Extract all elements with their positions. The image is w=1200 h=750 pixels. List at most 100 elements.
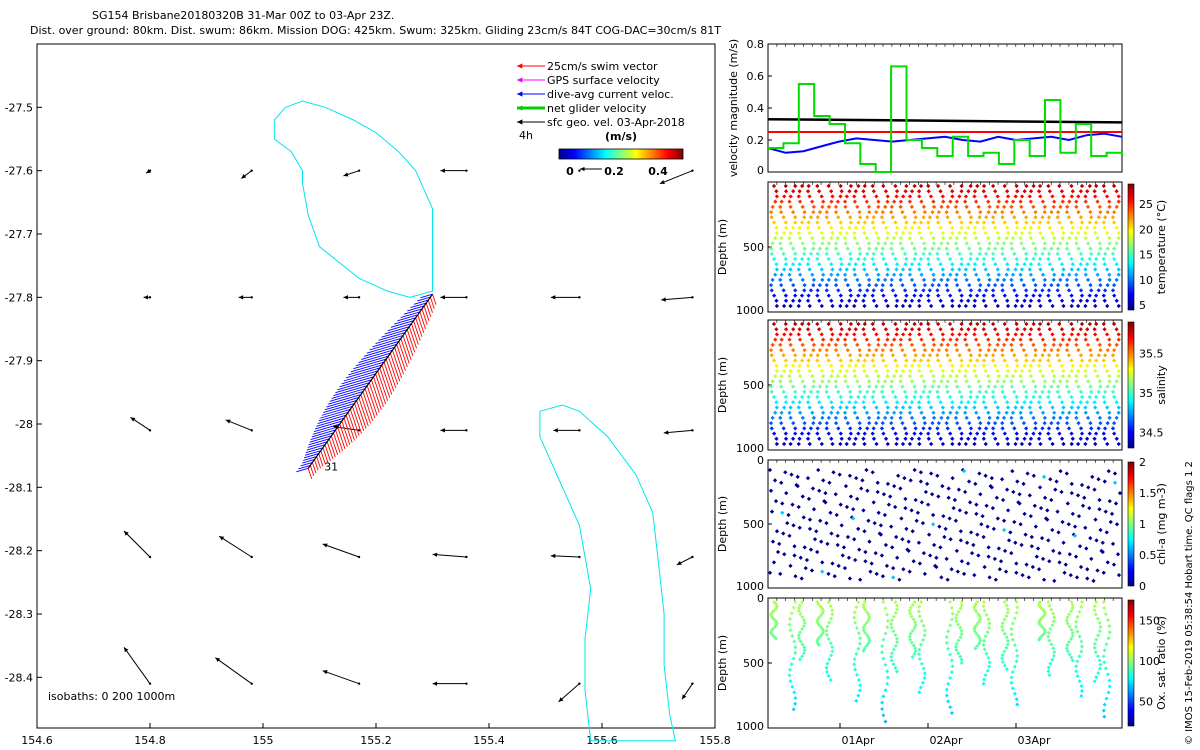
- scatter-point: [1057, 220, 1062, 225]
- scatter-point: [876, 374, 881, 379]
- scatter-point: [861, 625, 866, 630]
- scatter-point: [1107, 342, 1112, 347]
- scatter-point: [987, 204, 992, 209]
- scatter-point: [912, 347, 917, 353]
- geo-vector-arrow: [659, 170, 693, 185]
- scatter-point: [1097, 277, 1103, 283]
- scatter-point: [1112, 293, 1117, 298]
- scatter-point: [774, 298, 779, 303]
- scatter-point: [1000, 628, 1005, 633]
- scatter-point: [954, 612, 959, 617]
- scatter-point: [861, 602, 866, 607]
- scatter-point: [833, 209, 839, 215]
- scatter-point: [807, 441, 812, 447]
- scatter-point: [861, 605, 866, 610]
- scatter-point: [1107, 199, 1112, 204]
- scatter-point: [917, 230, 922, 236]
- scatter-point: [893, 394, 898, 400]
- scatter-point: [1101, 358, 1106, 363]
- panel-colorbar-tick: 34.5: [1139, 426, 1164, 439]
- scatter-point: [1093, 405, 1098, 410]
- scatter-point: [947, 321, 953, 327]
- scatter-point: [985, 630, 990, 635]
- scatter-point: [977, 389, 982, 394]
- scatter-point: [793, 321, 798, 327]
- scatter-point: [889, 625, 894, 630]
- scatter-point: [779, 410, 784, 415]
- scatter-point: [873, 551, 878, 556]
- scatter-point: [871, 215, 876, 220]
- scatter-point: [1055, 353, 1060, 358]
- scatter-point: [1040, 215, 1045, 220]
- scatter-point: [843, 241, 848, 246]
- scatter-point: [945, 204, 951, 209]
- scatter-point: [950, 611, 955, 616]
- scatter-point: [909, 400, 915, 405]
- scatter-point: [1022, 363, 1027, 368]
- geo-vector-arrow-head: [682, 694, 687, 700]
- scatter-point: [853, 327, 858, 332]
- scatter-point: [866, 204, 872, 209]
- geo-vector-arrow-head: [432, 681, 438, 686]
- scatter-point: [839, 436, 844, 441]
- scatter-point: [861, 363, 866, 368]
- scatter-point: [956, 638, 961, 643]
- scatter-point: [1019, 342, 1024, 347]
- swim-vector: [429, 296, 435, 309]
- scatter-point: [783, 431, 788, 436]
- swim-vector: [419, 311, 426, 329]
- scatter-point: [981, 400, 986, 405]
- scatter-point: [890, 426, 896, 431]
- scatter-point: [815, 617, 820, 622]
- scatter-point: [867, 283, 872, 288]
- scatter-point: [968, 256, 973, 262]
- scatter-point: [912, 246, 917, 251]
- scatter-point: [861, 400, 866, 405]
- scatter-point: [802, 648, 807, 653]
- scatter-point: [973, 199, 979, 204]
- scatter-point: [1048, 626, 1053, 631]
- scatter-point: [926, 436, 931, 441]
- scatter-point: [1096, 251, 1101, 256]
- scatter-point: [900, 283, 905, 288]
- scatter-point: [881, 394, 886, 400]
- scatter-point: [817, 246, 823, 251]
- scatter-point: [913, 646, 918, 651]
- scatter-point: [993, 363, 998, 368]
- scatter-point: [798, 272, 803, 277]
- scatter-point: [947, 358, 953, 363]
- scatter-point: [781, 531, 786, 536]
- scatter-point: [845, 534, 851, 540]
- scatter-point: [1014, 358, 1019, 363]
- scatter-point: [798, 612, 803, 617]
- scatter-point: [1042, 384, 1047, 389]
- scatter-point: [867, 539, 872, 544]
- scatter-point: [1012, 643, 1017, 648]
- scatter-point: [954, 236, 959, 241]
- scatter-point: [889, 421, 894, 426]
- scatter-point: [885, 374, 890, 379]
- scatter-point: [986, 384, 991, 389]
- scatter-point: [1095, 337, 1100, 342]
- legend-arrow-head: [517, 105, 523, 111]
- scatter-point: [950, 267, 955, 272]
- panel-ytick-label: 1000: [736, 442, 764, 455]
- scatter-point: [1001, 518, 1007, 523]
- swim-vector: [349, 409, 360, 436]
- scatter-point: [972, 607, 977, 612]
- scatter-point: [1069, 481, 1074, 486]
- scatter-point: [959, 600, 964, 604]
- scatter-point: [1102, 288, 1108, 293]
- scatter-point: [948, 623, 953, 628]
- scatter-point: [952, 497, 957, 503]
- scatter-point: [1117, 490, 1123, 496]
- scatter-point: [1040, 389, 1045, 394]
- scatter-point: [1076, 209, 1081, 215]
- scatter-point: [953, 342, 958, 347]
- scatter-point: [947, 183, 953, 189]
- scatter-point: [1009, 415, 1014, 421]
- scatter-point: [783, 189, 789, 194]
- scatter-point: [1096, 389, 1101, 394]
- scatter-point: [782, 267, 787, 272]
- geo-vector-arrow: [432, 553, 467, 558]
